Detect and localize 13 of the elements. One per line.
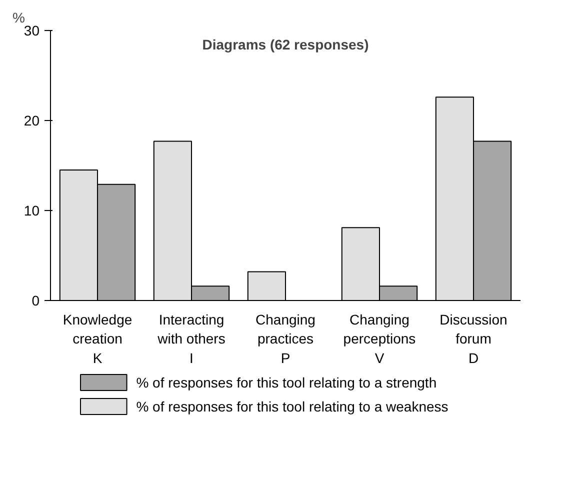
legend-label: % of responses for this tool relating to a weakness — [136, 398, 448, 414]
y-tick-label: 0 — [32, 292, 40, 308]
y-axis-title: % — [12, 10, 25, 26]
x-tick-label: Changing practices P — [256, 312, 316, 366]
x-tick-label: Discussion forum D — [440, 312, 508, 366]
y-tick-label: 20 — [24, 112, 40, 128]
x-tick-label: Knowledge creation K — [62, 312, 132, 366]
y-tick-label: 30 — [24, 22, 40, 38]
x-tick-label: Interacting with others I — [156, 312, 226, 366]
chart-title: Diagrams (62 responses) — [202, 36, 369, 52]
x-tick-label: Changing perceptions V — [343, 312, 416, 366]
legend-label: % of responses for this tool relating to a strength — [136, 374, 437, 390]
y-tick-label: 10 — [24, 202, 40, 218]
